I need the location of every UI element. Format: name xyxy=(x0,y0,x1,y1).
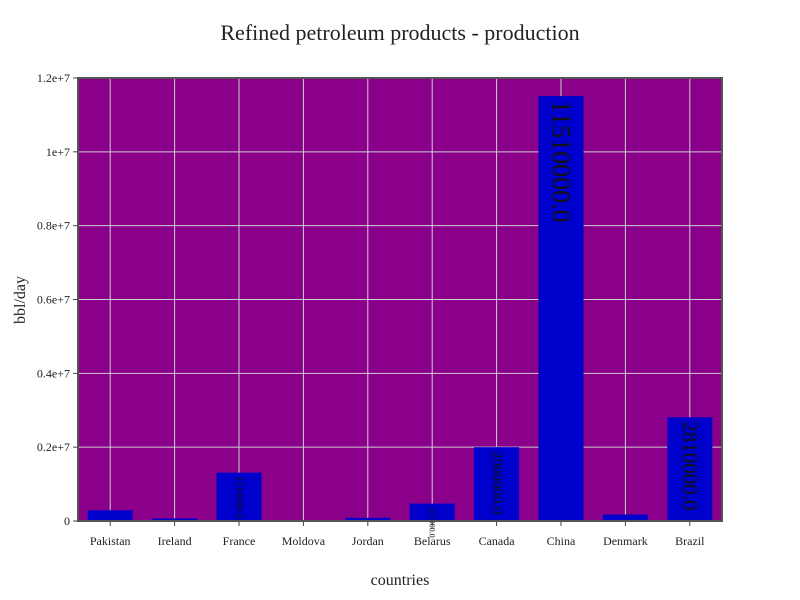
chart-title: Refined petroleum products - production xyxy=(220,20,579,45)
y-tick-label: 0.4e+7 xyxy=(37,366,70,380)
data-label: 1310000.0 xyxy=(234,477,245,519)
x-tick-label: Canada xyxy=(479,534,516,548)
x-tick-label: Jordan xyxy=(352,534,384,548)
bar-belarus xyxy=(409,503,455,521)
y-axis-label: bbl/day xyxy=(12,276,29,324)
bar-brazil xyxy=(667,417,713,521)
y-tick-label: 0.2e+7 xyxy=(37,440,70,454)
bar-china xyxy=(538,96,584,521)
bar-jordan xyxy=(345,517,391,521)
x-tick-label: Moldova xyxy=(282,534,326,548)
x-tick-label: Pakistan xyxy=(90,534,131,548)
y-tick-label: 1.2e+7 xyxy=(37,71,70,85)
x-tick-label: France xyxy=(223,534,256,548)
data-label: 2810000.0 xyxy=(678,421,702,510)
data-label: 11510000.0 xyxy=(547,100,576,223)
data-label: 2000000.0 xyxy=(489,451,505,514)
bar-ireland xyxy=(152,518,198,521)
x-tick-label: Belarus xyxy=(414,534,451,548)
bar-canada xyxy=(474,447,520,521)
x-tick-label: China xyxy=(547,534,576,548)
bar-france xyxy=(216,472,262,521)
y-tick-label: 1e+7 xyxy=(46,145,70,159)
x-tick-label: Ireland xyxy=(158,534,192,548)
y-tick-label: 0 xyxy=(64,514,70,528)
x-axis-label: countries xyxy=(371,572,430,589)
bar-pakistan xyxy=(87,510,133,521)
y-tick-label: 0.6e+7 xyxy=(37,293,70,307)
bar-denmark xyxy=(602,514,648,521)
x-tick-label: Denmark xyxy=(603,534,648,548)
y-tick-label: 0.8e+7 xyxy=(37,219,70,233)
x-tick-label: Brazil xyxy=(675,534,705,548)
